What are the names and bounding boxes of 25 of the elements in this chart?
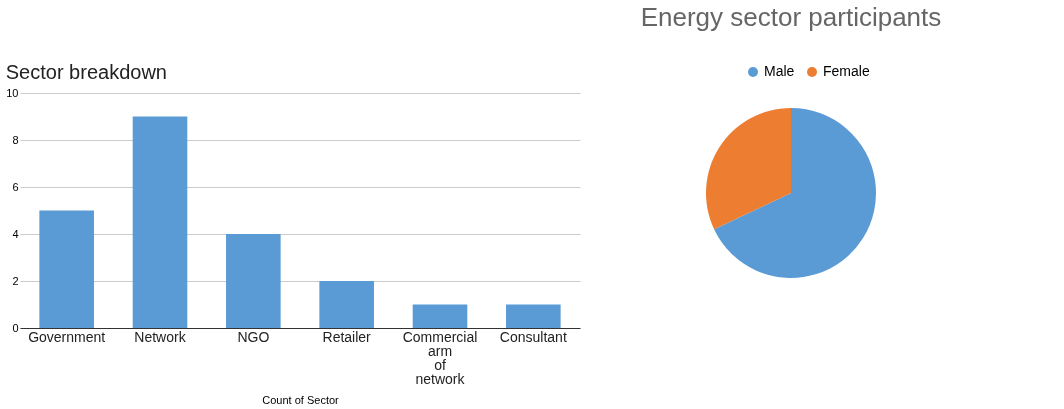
chart-title: Energy sector participants: [640, 2, 942, 32]
x-tick-label: Government: [28, 328, 106, 345]
y-tick-label: 2: [12, 274, 19, 287]
bar: [412, 304, 468, 328]
y-tick-label: 10: [6, 86, 19, 99]
x-tick-label: Retailer: [322, 328, 372, 345]
chart-title: Sector breakdown: [5, 61, 167, 83]
y-tick-label: 6: [12, 180, 19, 193]
bar: [132, 116, 188, 328]
pie-slice: [706, 108, 791, 230]
x-tick-label: NGO: [237, 328, 270, 345]
y-tick-label: 8: [12, 133, 19, 146]
y-tick-label: 0: [12, 321, 19, 334]
x-tick-label: Network: [134, 328, 187, 345]
x-tick-label: Commercial arm of network: [402, 328, 478, 387]
bar: [39, 210, 94, 328]
x-axis-title: Count of Sector: [262, 393, 340, 406]
bar: [319, 281, 374, 328]
pie-slice: [714, 108, 876, 278]
y-tick-label: 4: [12, 227, 19, 240]
bar: [506, 304, 561, 328]
legend-label: Male: [764, 63, 795, 79]
bar: [226, 234, 281, 328]
legend-label: Female: [823, 63, 870, 79]
x-tick-label: Consultant: [499, 328, 567, 345]
